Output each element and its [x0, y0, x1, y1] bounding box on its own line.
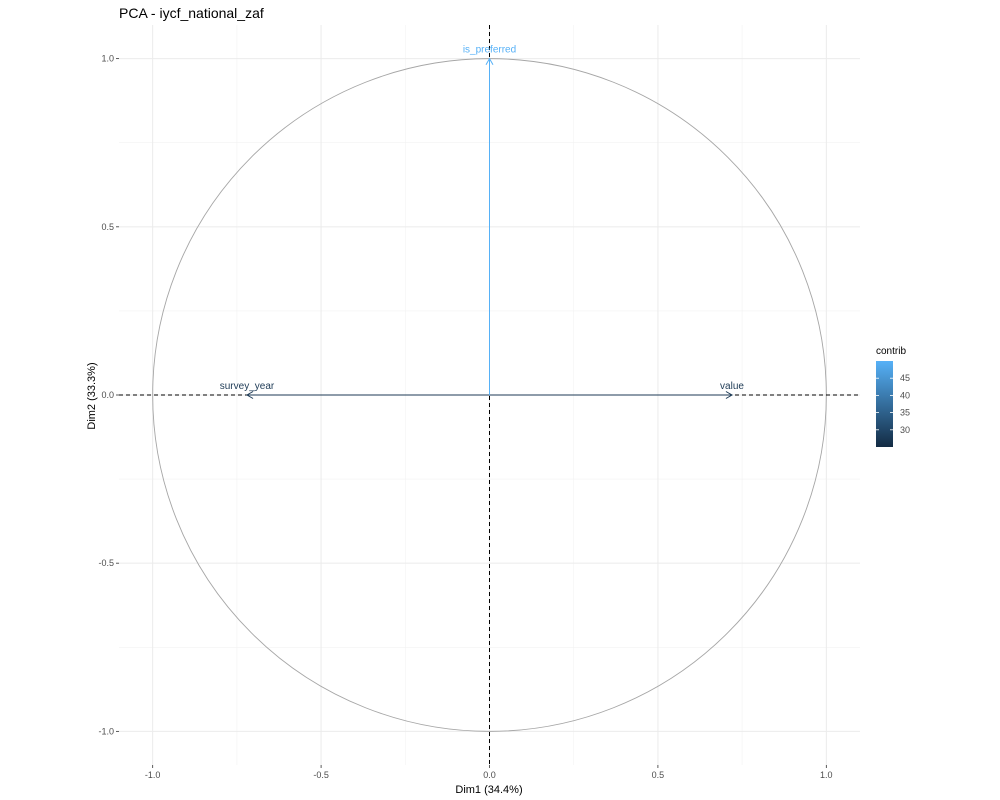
label-value: value [720, 381, 744, 392]
y-axis-title: Dim2 (33.3%) [86, 362, 98, 429]
label-is_preferred: is_preferred [463, 45, 516, 56]
y-tick-label: 0.0 [101, 390, 114, 400]
legend: contrib 45 40 35 30 [876, 346, 910, 447]
legend-tick-label: 40 [900, 390, 910, 400]
legend-tick-label: 45 [900, 373, 910, 383]
x-tick-label: 0.0 [483, 770, 496, 780]
arrowhead-is_preferred [485, 57, 494, 65]
arrowhead-survey_year [245, 391, 254, 399]
legend-colorbar [876, 361, 893, 447]
y-tick-label: -0.5 [98, 558, 114, 568]
x-tick-label: -1.0 [145, 770, 161, 780]
zero-reference-lines [119, 25, 860, 765]
legend-ticks: 45 40 35 30 [876, 373, 910, 435]
y-tick-label: -1.0 [98, 726, 114, 736]
x-tick-label: 1.0 [820, 770, 833, 780]
legend-tick-label: 35 [900, 408, 910, 418]
legend-tick-label: 30 [900, 425, 910, 435]
x-axis-ticks: -1.0 -0.5 0.0 0.5 1.0 [145, 765, 833, 780]
y-tick-label: 0.5 [101, 222, 114, 232]
x-tick-label: -0.5 [313, 770, 329, 780]
chart-title: PCA - iycf_national_zaf [119, 5, 264, 21]
label-survey_year: survey_year [220, 381, 275, 392]
variable-arrows: survey_year value is_preferred [220, 45, 744, 399]
x-tick-label: 0.5 [652, 770, 665, 780]
x-axis-title: Dim1 (34.4%) [455, 784, 522, 796]
y-tick-label: 1.0 [101, 54, 114, 64]
y-axis-ticks: 1.0 0.5 0.0 -0.5 -1.0 [98, 54, 119, 736]
arrowhead-value [725, 391, 734, 399]
legend-title: contrib [876, 346, 906, 357]
